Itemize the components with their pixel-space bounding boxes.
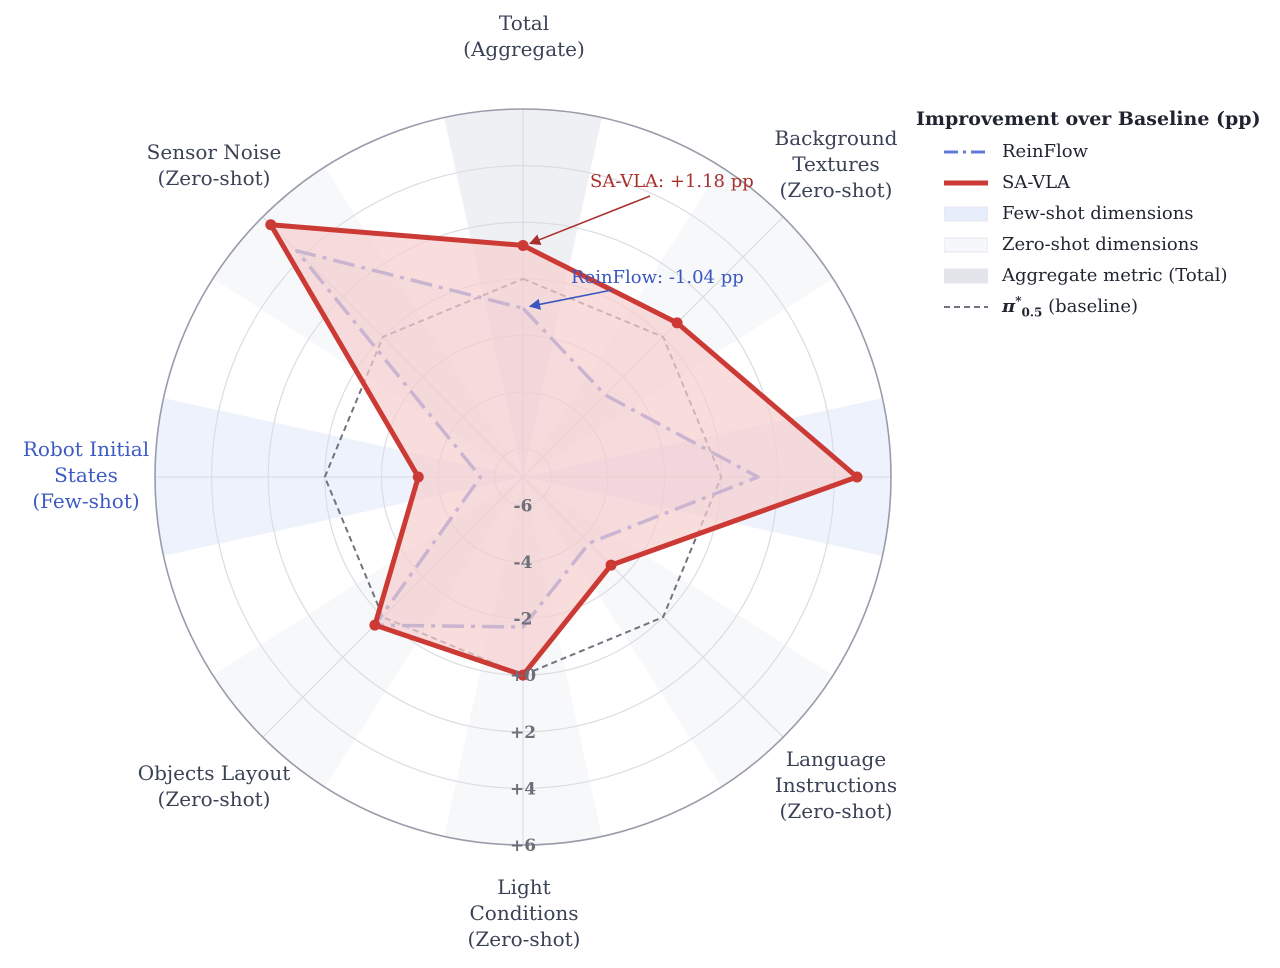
data-point (369, 619, 381, 631)
legend-label: SA-VLA (1002, 172, 1071, 193)
legend-label: Zero-shot dimensions (1002, 234, 1199, 255)
legend-swatch (944, 206, 988, 222)
radial-tick-label: +0 (510, 666, 536, 686)
radial-tick-label: +2 (510, 723, 536, 743)
radar-chart: -6 -4 -2 +0 +2 +4 +6 SA-VLA: +1.18 pp ReinFlow:… (23, 11, 898, 951)
legend-item: Aggregate metric (Total) (916, 260, 1246, 291)
radial-tick-label: -4 (514, 553, 533, 573)
radial-tick-label: +6 (510, 836, 536, 856)
legend-item: Zero-shot dimensions (916, 229, 1246, 260)
axis-label: Sensor Noise (Zero-shot) (147, 140, 282, 190)
legend-item: Few-shot dimensions (916, 198, 1246, 229)
legend-label: ReinFlow (1002, 141, 1089, 162)
legend-item: SA-VLA (916, 167, 1246, 198)
legend-label: Few-shot dimensions (1002, 203, 1194, 224)
axis-label: Total (Aggregate) (463, 11, 585, 61)
radial-tick-labels: -6 -4 -2 +0 +2 +4 +6 (510, 496, 536, 856)
data-point (517, 669, 529, 681)
annotations: SA-VLA: +1.18 pp ReinFlow: -1.04 pp (528, 171, 754, 310)
axis-label: Robot Initial States (Few-shot) (23, 437, 149, 513)
data-point (265, 219, 277, 231)
radial-tick-label: +4 (510, 779, 536, 799)
axis-label: Objects Layout (Zero-shot) (138, 761, 291, 811)
axis-label: Language Instructions (Zero-shot) (775, 747, 897, 823)
data-point (851, 471, 863, 483)
series-area (270, 224, 857, 676)
legend-swatch (944, 175, 988, 191)
legend-label: π*0.5 (baseline) (1002, 293, 1139, 320)
annotation-label: ReinFlow: -1.04 pp (571, 267, 744, 288)
legend-swatch (944, 268, 988, 284)
data-point (517, 239, 529, 251)
annotation-label: SA-VLA: +1.18 pp (590, 171, 754, 192)
annotation-arrow (528, 195, 651, 245)
axis-labels: Total (Aggregate) Background Textures (Zero-… (23, 11, 898, 951)
axis-label: Background Textures (Zero-shot) (775, 126, 898, 202)
legend-swatch (944, 237, 988, 253)
data-point (605, 559, 617, 571)
legend-title: Improvement over Baseline (pp) (916, 108, 1261, 130)
data-point (671, 317, 683, 329)
radial-tick-label: -6 (514, 496, 533, 516)
radial-tick-label: -2 (514, 610, 533, 630)
axis-label: Light Conditions (Zero-shot) (468, 875, 581, 951)
data-point (412, 471, 424, 483)
legend-swatch (944, 144, 988, 160)
series-layer (265, 219, 863, 681)
legend-item: π*0.5 (baseline) (916, 291, 1246, 322)
legend-items: ReinFlow SA-VLA Few-shot dimensions Zero-sh… (916, 136, 1246, 322)
legend-label: Aggregate metric (Total) (1002, 265, 1228, 286)
legend: Improvement over Baseline (pp) ReinFlow S… (916, 108, 1261, 322)
series-sa-vla (265, 219, 863, 681)
outer-ring (154, 108, 892, 846)
legend-item: ReinFlow (916, 136, 1246, 167)
legend-swatch (944, 299, 988, 315)
annotation-arrow (528, 289, 613, 310)
